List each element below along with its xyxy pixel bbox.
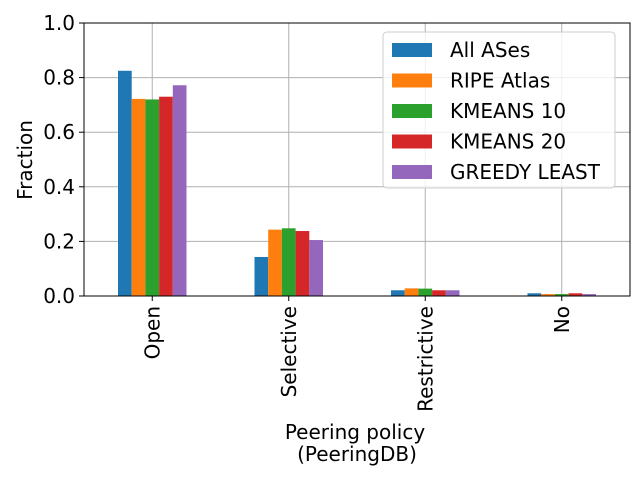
y-tick-label: 0.6 [43, 120, 75, 144]
bar [541, 294, 555, 296]
y-axis: 0.0 0.2 0.4 0.6 0.8 1.0 [43, 11, 84, 308]
legend-label: KMEANS 10 [450, 99, 566, 123]
bar [432, 290, 446, 296]
legend-box [382, 31, 616, 189]
bars [118, 70, 596, 297]
x-tick-label: Selective [277, 306, 301, 397]
bar [131, 98, 146, 296]
bar [118, 70, 132, 297]
bar [254, 256, 269, 296]
y-tick-label: 0.2 [43, 229, 75, 253]
y-axis-label: Fraction [13, 120, 37, 200]
bar [445, 290, 460, 296]
legend-swatch [392, 165, 432, 179]
bar [295, 231, 310, 296]
bar [527, 293, 542, 296]
bar [145, 99, 160, 296]
y-tick-label: 0.0 [43, 284, 75, 308]
bar [404, 288, 419, 296]
bar [418, 288, 433, 296]
bar [309, 240, 323, 296]
x-axis: Open Selective Restrictive No [140, 296, 574, 412]
bar [281, 228, 296, 296]
y-tick-label: 1.0 [43, 11, 75, 35]
bar [568, 293, 583, 296]
bar [172, 85, 187, 296]
y-tick-label: 0.4 [43, 175, 75, 199]
x-tick-label: Open [140, 306, 164, 359]
legend-swatch [392, 134, 432, 149]
bar [554, 294, 569, 296]
legend-swatch [392, 104, 432, 118]
legend-swatch [392, 73, 432, 88]
bar [582, 294, 596, 296]
legend-label: GREEDY LEAST [450, 160, 601, 184]
x-axis-label: Peering policy [285, 420, 426, 444]
legend-label: KMEANS 20 [450, 130, 566, 154]
x-tick-label: No [550, 306, 574, 333]
legend-label: All ASes [450, 38, 530, 62]
y-tick-label: 0.8 [43, 66, 75, 90]
legend-label: RIPE Atlas [450, 69, 550, 93]
legend: All ASes RIPE Atlas KMEANS 10 KMEANS 20 GREE… [382, 31, 616, 189]
bar [159, 96, 173, 297]
plot-frame [83, 22, 631, 297]
bar [391, 290, 405, 296]
x-tick-label: Restrictive [413, 306, 437, 412]
x-axis-label-line2: (PeeringDB) [297, 442, 417, 466]
bar [268, 229, 282, 296]
legend-swatch [392, 43, 432, 57]
